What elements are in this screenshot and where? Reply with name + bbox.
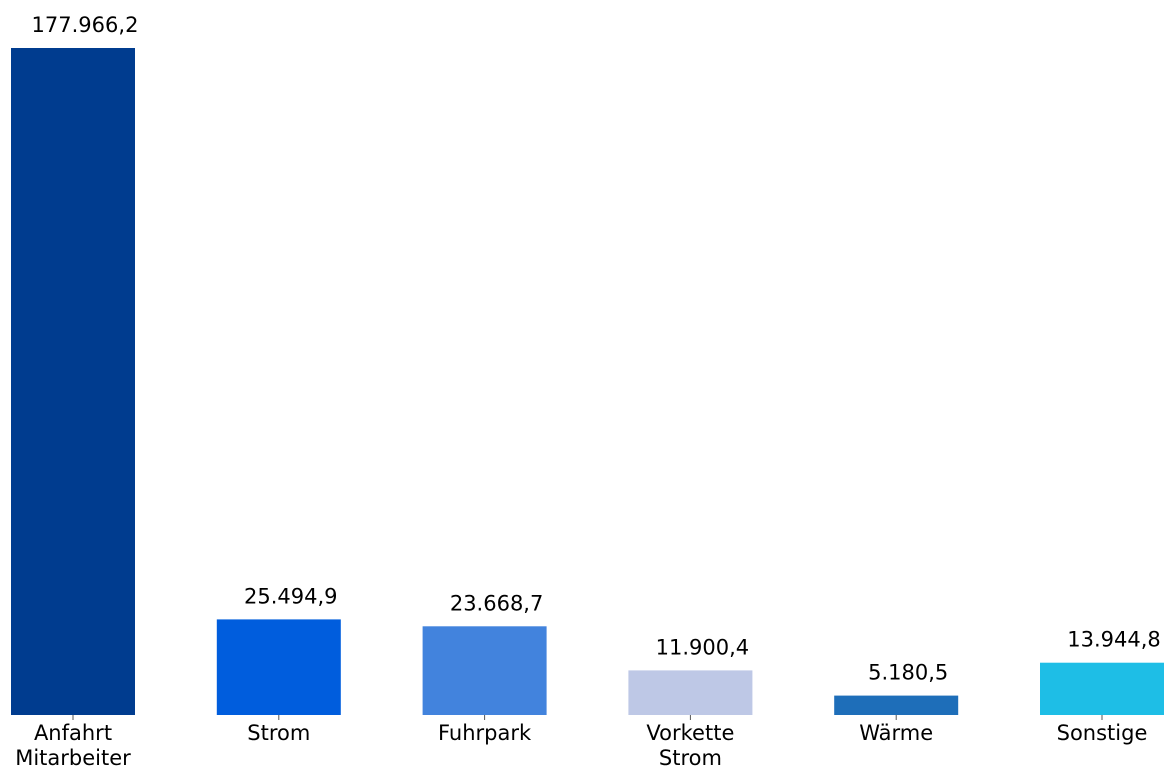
bar-anfahrt-mitarbeiter: [11, 48, 135, 715]
bar-sonstige: [1040, 662, 1164, 715]
category-label-strom: Strom: [247, 721, 310, 745]
bar-fuhrpark: [422, 626, 547, 715]
x-ticks-group: [72, 715, 1103, 720]
category-label-line: Wärme: [859, 721, 933, 745]
bars-group: [11, 48, 1164, 715]
value-label-vorkette-strom: 11.900,4: [656, 635, 750, 659]
category-label-anfahrt-mitarbeiter: Anfahrt Mitarbeiter: [15, 721, 131, 770]
value-label-warme: 5.180,5: [868, 661, 948, 685]
value-label-anfahrt-mitarbeiter: 177.966,2: [32, 13, 139, 37]
category-label-line: Sonstige: [1057, 721, 1148, 745]
bar-strom: [216, 619, 341, 715]
value-label-strom: 25.494,9: [244, 584, 338, 608]
value-label-fuhrpark: 23.668,7: [450, 591, 544, 615]
category-label-line: Anfahrt: [34, 721, 112, 745]
category-label-line: Strom: [247, 721, 310, 745]
category-label-vorkette-strom: Vorkette Strom: [646, 721, 734, 770]
category-label-fuhrpark: Fuhrpark: [438, 721, 532, 745]
category-label-sonstige: Sonstige: [1057, 721, 1148, 745]
category-label-line: Mitarbeiter: [15, 746, 131, 770]
value-label-sonstige: 13.944,8: [1067, 628, 1161, 652]
value-labels-group: 177.966,2 25.494,9 23.668,7 11.900,4 5.180,5…: [32, 13, 1161, 685]
category-label-line: Vorkette: [646, 721, 734, 745]
category-label-line: Strom: [659, 746, 722, 770]
bar-warme: [834, 695, 959, 715]
category-label-line: Fuhrpark: [438, 721, 532, 745]
bar-vorkette-strom: [628, 670, 753, 715]
category-label-warme: Wärme: [859, 721, 933, 745]
